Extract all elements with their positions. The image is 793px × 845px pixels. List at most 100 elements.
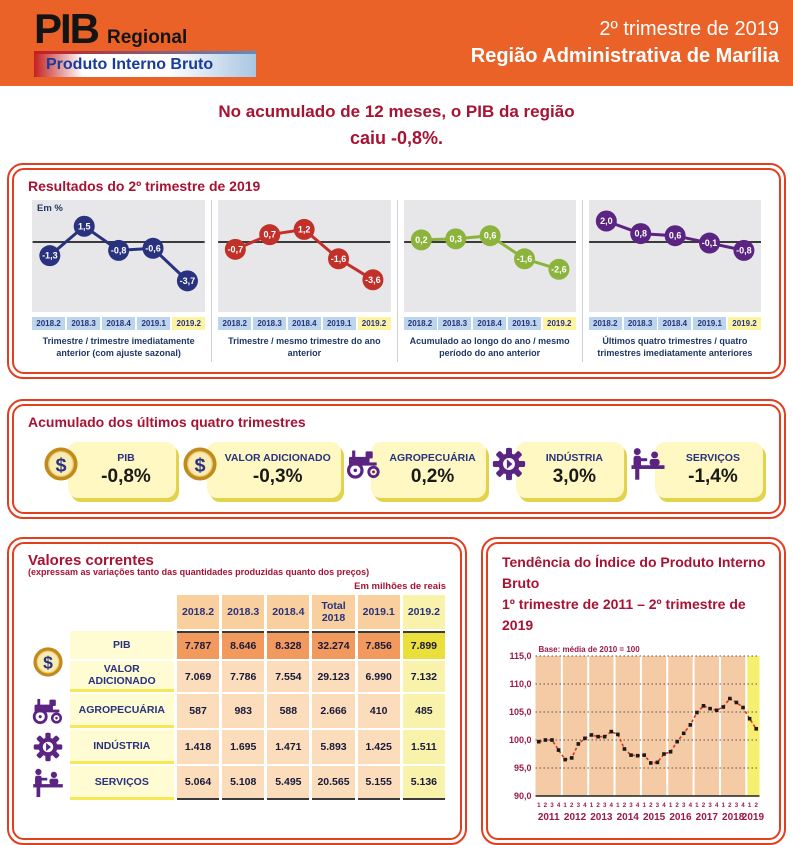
intro-line2: caiu -0,8%. — [349, 128, 444, 148]
category-label: 2019.2 — [357, 317, 391, 330]
svg-text:1,5: 1,5 — [78, 221, 91, 231]
svg-text:4: 4 — [662, 802, 666, 809]
trend-chart-svg: 115,0 110,0 105,0 100,0 95,0 90,0 Base: média … — [509, 645, 765, 823]
table-cell: 7.069 — [176, 661, 220, 692]
kpi-label: AGROPECUÁRIA — [389, 452, 476, 465]
trend-year-label: 2015 — [643, 812, 666, 823]
table-cell: 485 — [402, 694, 445, 728]
svg-text:1: 1 — [563, 802, 567, 809]
svg-text:1: 1 — [695, 802, 699, 809]
logo: PIB Regional Produto Interno Bruto — [34, 4, 256, 77]
trend-panel: Tendência do Índice do Produto Interno B… — [481, 537, 786, 845]
table-cell: 7.786 — [222, 661, 265, 692]
trend-title: Tendência do Índice do Produto Interno B… — [502, 552, 767, 636]
kpi-row: PIB -0,8% VALOR ADICIONADO -0,3% AGROPECUÁRI… — [26, 436, 767, 502]
svg-text:0,8: 0,8 — [634, 229, 647, 239]
svg-text:1: 1 — [590, 802, 594, 809]
svg-text:3: 3 — [708, 802, 712, 809]
kpi-card: AGROPECUÁRIA 0,2% — [371, 442, 486, 498]
logo-gradient-line — [34, 50, 256, 54]
svg-text:100,0: 100,0 — [509, 735, 532, 745]
results-title: Resultados do 2º trimestre de 2019 — [28, 178, 261, 194]
svg-text:4: 4 — [741, 802, 745, 809]
region-label: Região Administrativa de Marília — [470, 45, 779, 67]
row-label: INDÚSTRIA — [69, 730, 174, 764]
coin-icon — [181, 447, 219, 481]
category-labels: 2018.2 2018.3 2018.4 2019.1 2019.2 — [218, 317, 391, 330]
mini-chart-caption: Trimestre / trimestre imediatamente ante… — [42, 336, 195, 358]
svg-text:1: 1 — [748, 802, 752, 809]
kpi-value: -0,8% — [101, 465, 151, 487]
mini-chart-3: 0,2 0,3 0,6 -1,6 -2,6 2018.2 2018.3 2018.4 2019.… — [396, 200, 582, 362]
tractor-icon — [345, 447, 383, 481]
table-cell: 7.554 — [267, 661, 310, 692]
category-label: 2019.1 — [137, 317, 171, 330]
kpi-indústria: INDÚSTRIA 3,0% — [490, 442, 625, 498]
mini-chart-svg: 0,2 0,3 0,6 -1,6 -2,6 — [403, 200, 576, 312]
svg-text:4: 4 — [715, 802, 719, 809]
kpi-card: INDÚSTRIA 3,0% — [516, 442, 625, 498]
svg-text:0,3: 0,3 — [449, 234, 462, 244]
coin-icon — [31, 647, 65, 677]
svg-text:2: 2 — [623, 802, 627, 809]
svg-text:1: 1 — [669, 802, 673, 809]
mini-chart-plot: Em % -1,3 1,5 -0,8 -0,6 -3,7 — [32, 200, 206, 312]
svg-text:-0,8: -0,8 — [111, 245, 127, 255]
table-cell: 7.856 — [357, 631, 400, 659]
logo-title: PIB — [34, 4, 100, 52]
kpi-value: -1,4% — [688, 465, 738, 487]
table-cell: 1.425 — [357, 730, 400, 764]
svg-text:110,0: 110,0 — [509, 679, 531, 689]
svg-text:-0,7: -0,7 — [228, 244, 244, 254]
kpi-label: VALOR ADICIONADO — [224, 452, 331, 465]
logo-tagline: Produto Interno Bruto — [46, 56, 214, 73]
mini-chart-plot: -0,7 0,7 1,2 -1,6 -3,6 — [218, 200, 391, 312]
svg-text:2: 2 — [702, 802, 706, 809]
intro-line1: No acumulado de 12 meses, o PIB da regiã… — [218, 102, 575, 121]
trend-year-label: 2014 — [617, 812, 640, 823]
svg-text:3: 3 — [603, 802, 607, 809]
svg-text:3: 3 — [577, 802, 581, 809]
period-label: 2º trimestre de 2019 — [599, 18, 779, 40]
table-cell: 8.328 — [267, 631, 310, 659]
trend-chart: 115,0 110,0 105,0 100,0 95,0 90,0 Base: média … — [500, 642, 767, 828]
column-header: Total 2018 — [312, 595, 355, 629]
category-labels: 2018.2 2018.3 2018.4 2019.1 2019.2 — [32, 317, 206, 330]
svg-text:-3,7: -3,7 — [180, 276, 196, 286]
svg-text:-0,8: -0,8 — [736, 245, 752, 255]
svg-text:0,6: 0,6 — [483, 231, 496, 241]
kpi-value: 0,2% — [410, 465, 455, 487]
svg-text:-1,6: -1,6 — [331, 254, 347, 264]
svg-text:-2,6: -2,6 — [551, 264, 567, 274]
table-cell: 5.108 — [222, 766, 265, 800]
svg-text:1: 1 — [616, 802, 620, 809]
svg-text:0,7: 0,7 — [264, 230, 277, 240]
svg-text:0,6: 0,6 — [669, 231, 682, 241]
table-cell: 7.787 — [176, 631, 220, 659]
column-header: 2018.4 — [267, 595, 310, 629]
trend-year-label: 2011 — [538, 812, 560, 823]
category-label: 2018.3 — [438, 317, 472, 330]
svg-text:2: 2 — [754, 802, 758, 809]
table-row: VALOR ADICIONADO 7.069 7.786 7.554 29.123 6.9… — [29, 661, 445, 692]
table-cell: 588 — [267, 694, 310, 728]
svg-text:2: 2 — [649, 802, 653, 809]
table-cell: 2.666 — [312, 694, 355, 728]
category-labels: 2018.2 2018.3 2018.4 2019.1 2019.2 — [403, 317, 576, 330]
current-values-subtitle: (expressam as variações tanto das quanti… — [28, 567, 370, 577]
row-label: SERVIÇOS — [69, 766, 174, 800]
table-row: SERVIÇOS 5.064 5.108 5.495 20.565 5.155 5.136 — [29, 766, 445, 800]
table-cell: 29.123 — [312, 661, 355, 692]
table-cell: 410 — [357, 694, 400, 728]
svg-text:-0,6: -0,6 — [145, 243, 161, 253]
svg-text:4: 4 — [610, 802, 614, 809]
table-row: PIB 7.787 8.646 8.328 32.274 7.856 7.899 — [29, 631, 445, 659]
row-label: AGROPECUÁRIA — [69, 694, 174, 728]
svg-text:4: 4 — [689, 802, 693, 809]
svg-text:3: 3 — [656, 802, 660, 809]
svg-text:2: 2 — [675, 802, 679, 809]
svg-text:3: 3 — [550, 802, 554, 809]
mini-chart-plot: 2,0 0,8 0,6 -0,1 -0,8 — [588, 200, 761, 312]
kpi-card: SERVIÇOS -1,4% — [654, 442, 763, 498]
values-table: 2018.2 2018.3 2018.4 Total 2018 2019.1 2019.2… — [26, 593, 448, 802]
